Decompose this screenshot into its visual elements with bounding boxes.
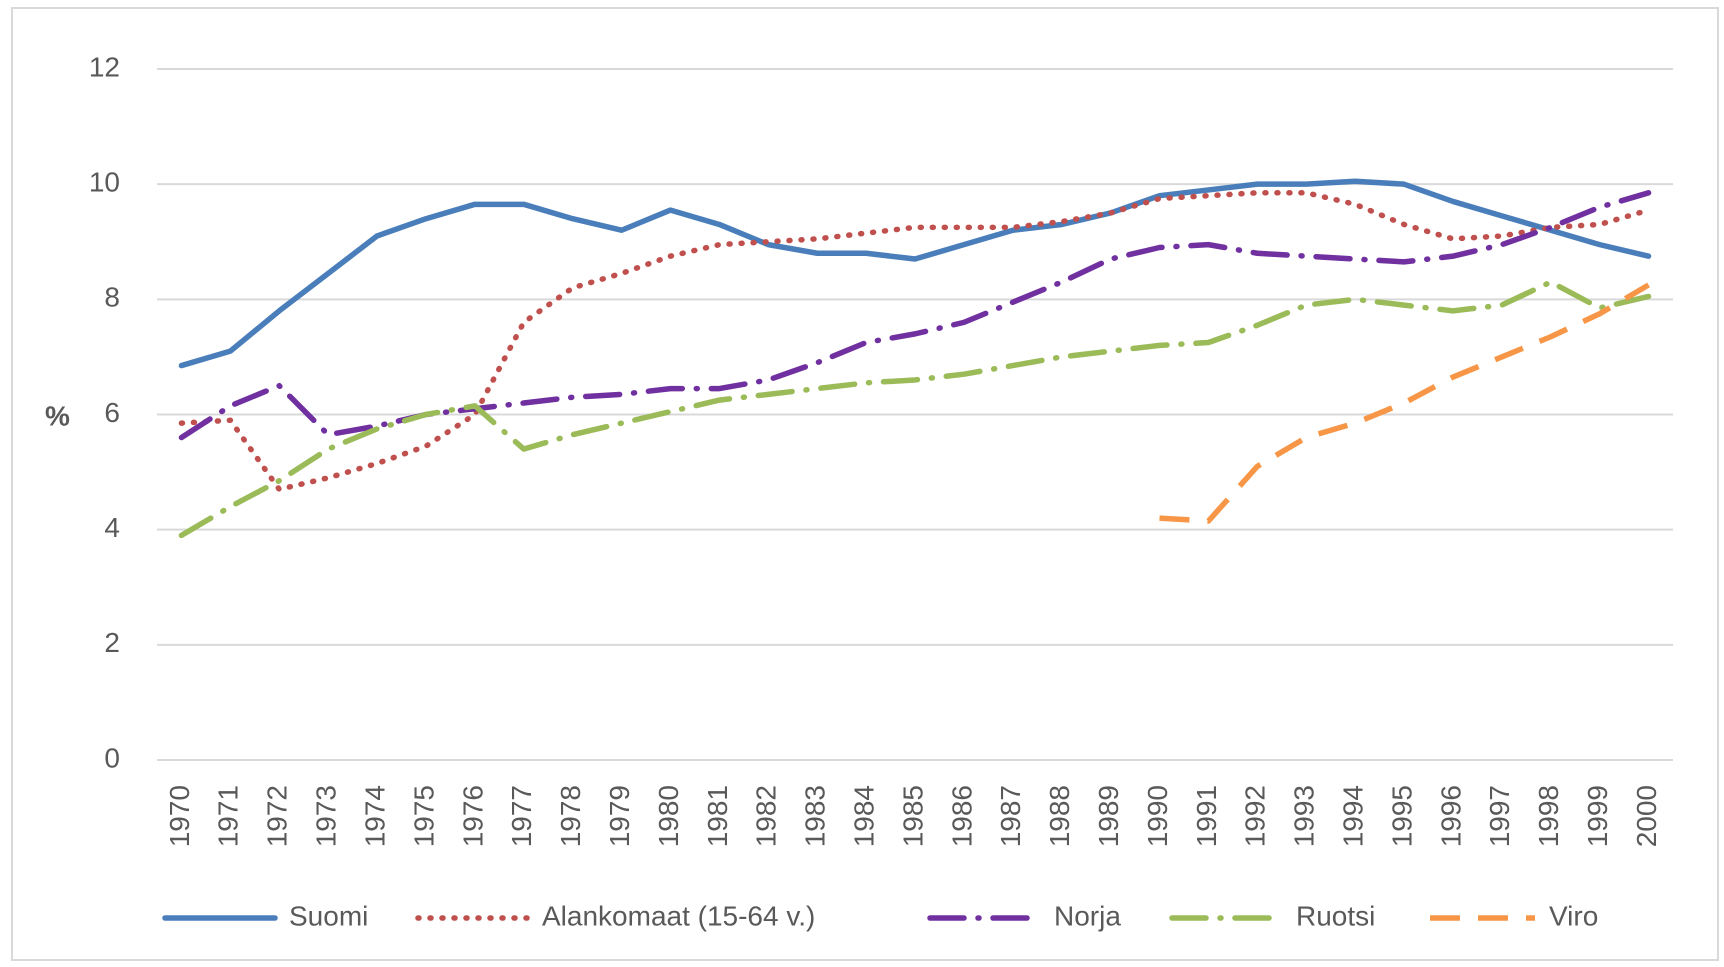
x-tick-label: 1975: [408, 785, 439, 847]
x-tick-label: 1978: [555, 785, 586, 847]
x-tick-label: 1999: [1582, 785, 1613, 847]
x-tick-label: 1989: [1093, 785, 1124, 847]
y-tick-label: 6: [104, 397, 120, 428]
legend-label: Norja: [1054, 900, 1121, 931]
x-tick-label: 1988: [1044, 785, 1075, 847]
x-tick-label: 1976: [457, 785, 488, 847]
x-tick-label: 1995: [1386, 785, 1417, 847]
x-tick-label: 1977: [506, 785, 537, 847]
x-tick-label: 1997: [1484, 785, 1515, 847]
x-tick-label: 1996: [1435, 785, 1466, 847]
x-tick-label: 1972: [262, 785, 293, 847]
x-tick-label: 1970: [164, 785, 195, 847]
x-tick-label: 1981: [702, 785, 733, 847]
legend-label: Ruotsi: [1296, 900, 1375, 931]
x-tick-label: 1984: [848, 785, 879, 847]
y-tick-label: 0: [104, 742, 120, 773]
series-line: [178, 279, 1652, 539]
x-tick-label: 1990: [1142, 785, 1173, 847]
legend-label: Suomi: [289, 900, 368, 931]
y-tick-label: 8: [104, 282, 120, 313]
x-tick-label: 1994: [1338, 785, 1369, 847]
x-tick-label: 1986: [946, 785, 977, 847]
series-line: [178, 178, 1652, 369]
legend-label: Alankomaat (15-64 v.): [542, 900, 815, 931]
x-tick-label: 1992: [1240, 785, 1271, 847]
x-tick-label: 1979: [604, 785, 635, 847]
x-tick-label: 1982: [751, 785, 782, 847]
frame: [11, 7, 1719, 961]
legend-label: Viro: [1549, 900, 1598, 931]
x-tick-label: 1973: [311, 785, 342, 847]
x-tick-label: 1983: [800, 785, 831, 847]
x-tick-label: 2000: [1631, 785, 1662, 847]
x-tick-label: 1987: [995, 785, 1026, 847]
y-tick-label: 4: [104, 512, 120, 543]
x-tick-label: 1998: [1533, 785, 1564, 847]
x-tick-label: 1993: [1289, 785, 1320, 847]
x-tick-label: 1991: [1191, 785, 1222, 847]
series-line: [178, 190, 1652, 493]
y-axis-label: %: [45, 400, 70, 431]
y-tick-label: 10: [89, 167, 120, 198]
y-tick-label: 12: [89, 51, 120, 82]
y-tick-label: 2: [104, 627, 120, 658]
x-tick-label: 1980: [653, 785, 684, 847]
series-line: [1159, 282, 1650, 524]
x-tick-label: 1971: [213, 785, 244, 847]
x-tick-label: 1985: [897, 785, 928, 847]
x-tick-label: 1974: [359, 785, 390, 847]
